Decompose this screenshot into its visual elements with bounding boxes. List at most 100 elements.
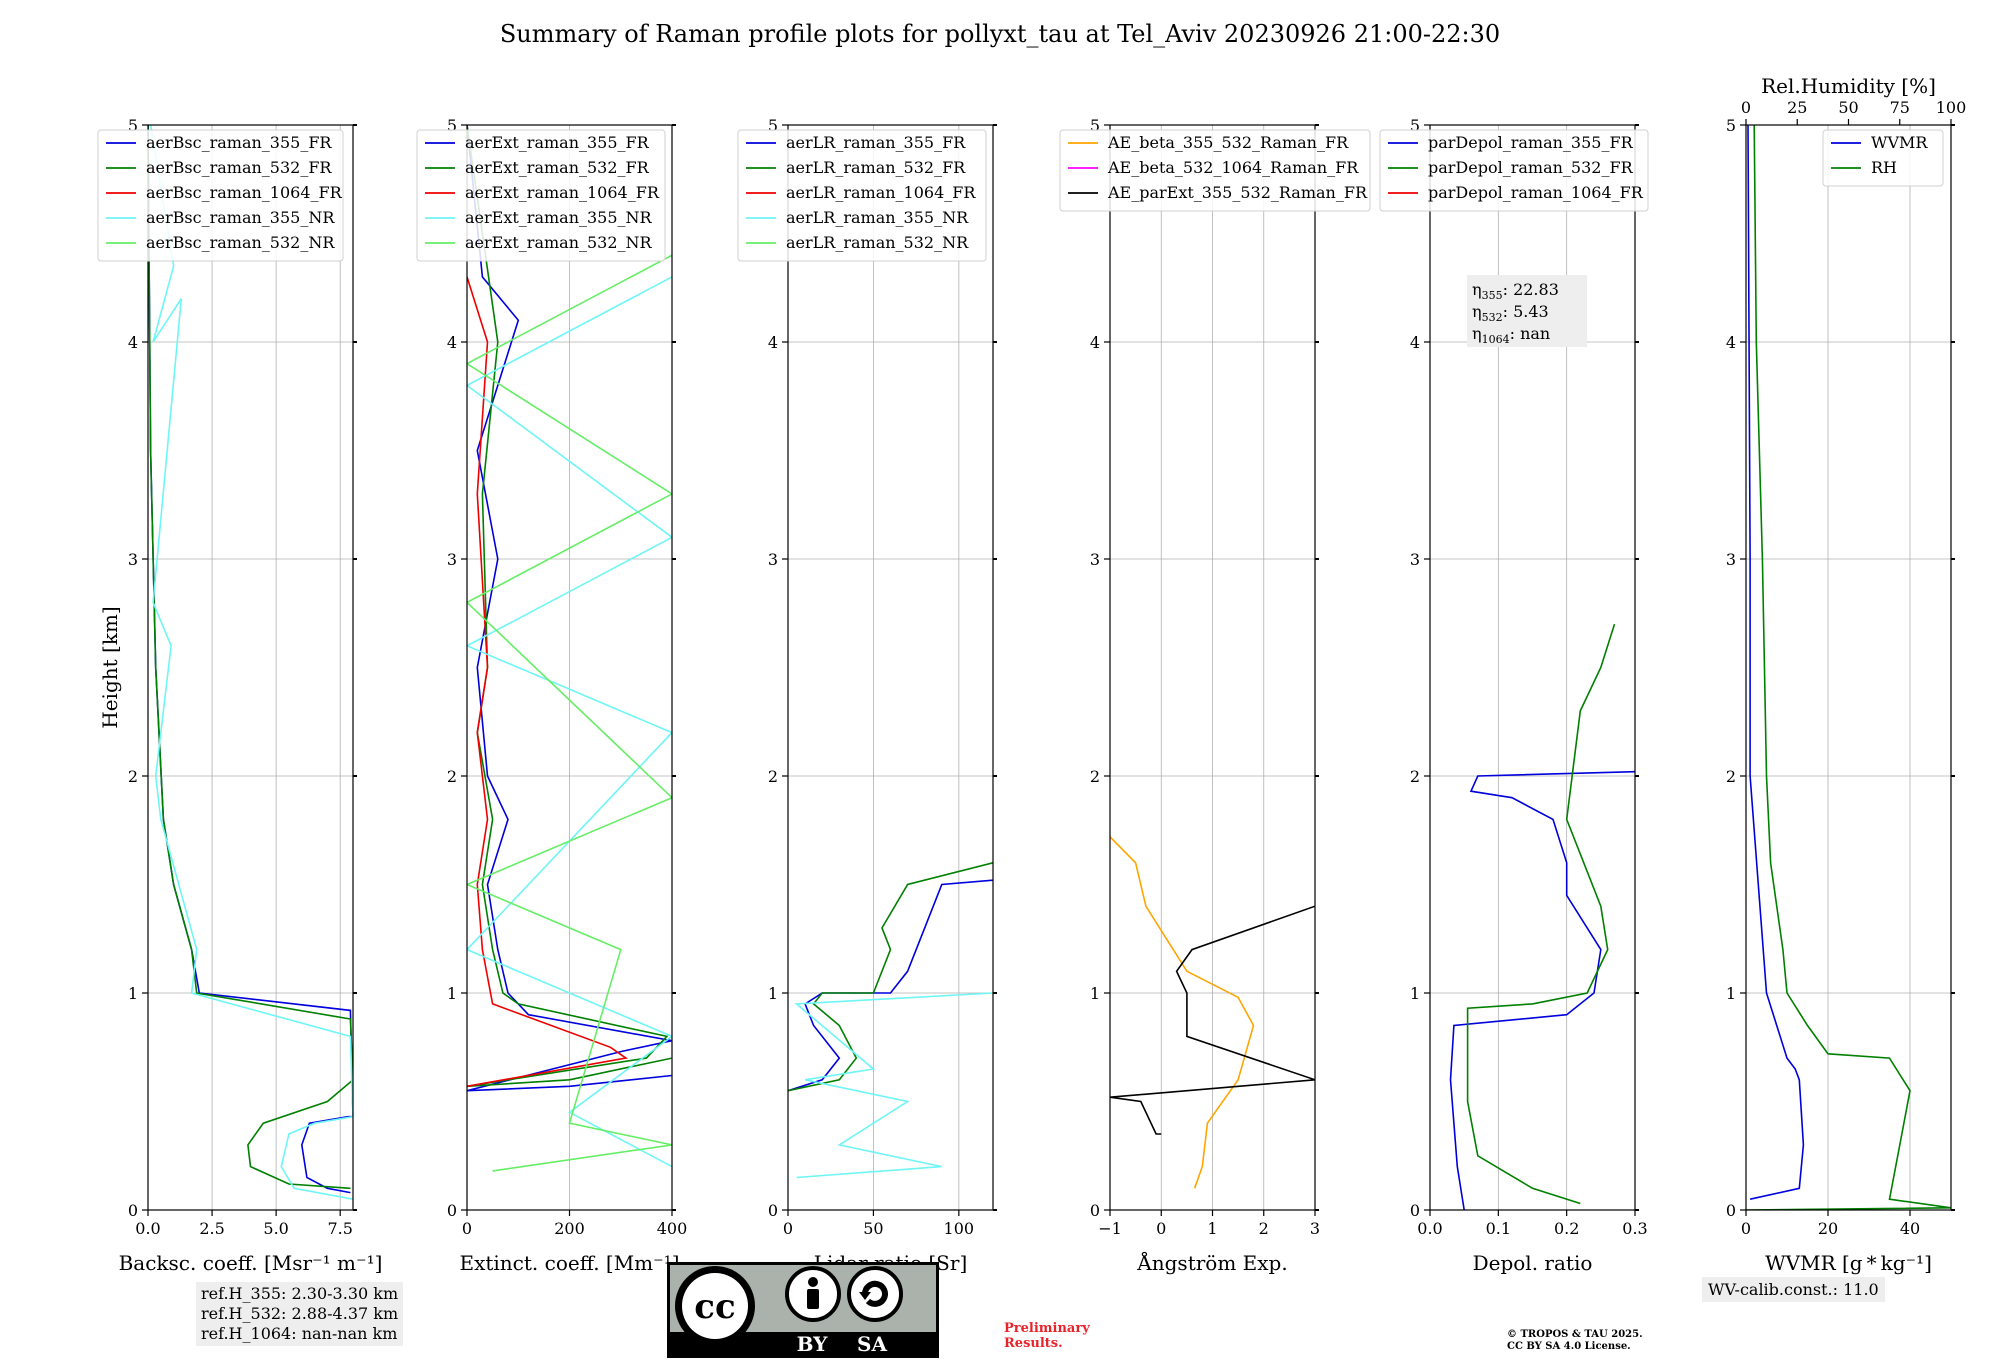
legend-box — [97, 129, 344, 262]
legend: parDepol_raman_355_FR parDepol_raman_532_… — [1379, 129, 1649, 212]
legend-box — [1059, 129, 1371, 212]
legend-entry: parDepol_raman_532_FR — [1428, 158, 1634, 177]
series-parDepol_raman_532_FR — [1466, 623, 1616, 1205]
x-tick-label: 0.1 — [1486, 1219, 1511, 1238]
legend-entry: parDepol_raman_355_FR — [1428, 133, 1634, 152]
legend-entry: aerBsc_raman_355_NR — [146, 208, 335, 227]
y-axis-label: Height [km] — [98, 606, 122, 728]
y-tick-label: 4 — [1090, 333, 1100, 352]
axes-frame — [147, 124, 354, 1211]
x-tick-label: 0.2 — [1554, 1219, 1579, 1238]
series-aerExt_raman_532_NR — [467, 254, 672, 1172]
panel-bsc: 0.0 2.5 5.0 7.5 0 1 2 3 4 5 Backsc. coeff. [Msr⁻¹ … — [97, 116, 383, 1275]
x-tick-label: 40 — [1900, 1219, 1920, 1238]
x-axis-label: Backsc. coeff. [Msr⁻¹ m⁻¹] — [119, 1251, 383, 1275]
y-tick-label: 0 — [128, 1201, 138, 1220]
axes-frame — [1745, 124, 1952, 1211]
x-tick-label: 20 — [1818, 1219, 1838, 1238]
panel-wv: 0 20 40 0 1 2 3 4 5 WVMR [g * kg⁻¹] WVMR RH 0 25 50 75 1… — [1726, 74, 1966, 1275]
x-tick-label: 0.0 — [1417, 1219, 1442, 1238]
y-tick-label: 3 — [1726, 550, 1736, 569]
panel-lr: 050100012345Lidar ratio [Sr]aerLR_raman_… — [737, 116, 997, 1275]
plot-area — [467, 125, 672, 1172]
series-aerLR_raman_355_NR — [794, 992, 993, 1179]
legend-entry: RH — [1871, 158, 1897, 177]
series-WVMR — [1747, 125, 1805, 1200]
legend-entry: aerExt_raman_355_FR — [465, 133, 650, 152]
panel-ext: 0 200 400 0 1 2 3 4 5 Extinct. coeff. [Mm⁻¹] aerEx… — [416, 116, 688, 1275]
y-tick-label: 3 — [768, 550, 778, 569]
legend-entry: WVMR — [1871, 133, 1928, 152]
legend-box — [416, 129, 666, 262]
x-axis-label: Depol. ratio — [1473, 1251, 1593, 1275]
x-tick-label: 100 — [944, 1219, 975, 1238]
legend-entry: AE_beta_355_532_Raman_FR — [1107, 133, 1349, 152]
top-axis-label: Rel.Humidity [%] — [1761, 74, 1936, 98]
plot-area — [788, 862, 993, 1179]
y-tick-label: 1 — [1726, 984, 1736, 1003]
axes-frame — [466, 124, 673, 1211]
axes-frame — [1109, 124, 1316, 1211]
x-tick-label: 0 — [783, 1219, 793, 1238]
plot-area — [1746, 125, 1951, 1210]
series-aerExt_raman_532_FR — [467, 125, 672, 1088]
y-tick-label: 1 — [768, 984, 778, 1003]
series-RH — [1746, 125, 1951, 1210]
share-alike-icon — [847, 1266, 903, 1322]
legend: aerBsc_raman_355_FR aerBsc_raman_532_FRae… — [97, 129, 344, 262]
y-tick-label: 5 — [447, 116, 457, 135]
y-tick-label: 0 — [768, 1201, 778, 1220]
x-tick-label: 0.3 — [1622, 1219, 1647, 1238]
figure-title: Summary of Raman profile plots for polly… — [499, 20, 1501, 48]
legend-box — [1822, 129, 1944, 187]
y-tick-label: 2 — [1090, 767, 1100, 786]
top-tick-label: 0 — [1741, 98, 1751, 117]
y-tick-label: 2 — [447, 767, 457, 786]
y-tick-label: 2 — [128, 767, 138, 786]
legend-entry: aerExt_raman_355_NR — [465, 208, 653, 227]
ref-355: ref.H_355: 2.30-3.30 km — [201, 1284, 399, 1303]
y-tick-label: 3 — [447, 550, 457, 569]
y-tick-label: 4 — [1410, 333, 1420, 352]
top-tick-label: 100 — [1936, 98, 1967, 117]
y-tick-label: 4 — [1726, 333, 1736, 352]
y-tick-label: 4 — [447, 333, 457, 352]
x-axis-label: Ångström Exp. — [1136, 1250, 1287, 1275]
series-aerExt_raman_1064_FR — [467, 276, 628, 1088]
legend-entry: aerExt_raman_532_FR — [465, 158, 650, 177]
y-tick-label: 0 — [1726, 1201, 1736, 1220]
x-tick-label: 400 — [657, 1219, 688, 1238]
y-tick-label: 5 — [1410, 116, 1420, 135]
plot-area — [1110, 836, 1315, 1189]
legend: WVMR RH — [1822, 129, 1944, 187]
x-tick-label: 1 — [1207, 1219, 1217, 1238]
y-tick-label: 3 — [1410, 550, 1420, 569]
y-tick-label: 5 — [1090, 116, 1100, 135]
sa-label: SA — [857, 1332, 887, 1356]
cc-by-sa-badge: cc BY SA — [667, 1262, 939, 1358]
legend-box — [1379, 129, 1649, 212]
x-tick-label: 0 — [1156, 1219, 1166, 1238]
x-tick-label: 2 — [1259, 1219, 1269, 1238]
top-tick-label: 75 — [1890, 98, 1910, 117]
legend-entry: AE_beta_532_1064_Raman_FR — [1107, 158, 1359, 177]
x-tick-label: 0 — [462, 1219, 472, 1238]
legend-entry: parDepol_raman_1064_FR — [1428, 183, 1644, 202]
legend: AE_beta_355_532_Raman_FR AE_beta_532_1064… — [1059, 129, 1371, 212]
wv-calib-box: WV-calib.const.: 11.0 — [1702, 1277, 1885, 1302]
reference-heights-box: ref.H_355: 2.30-3.30 km ref.H_532: 2.88-… — [196, 1282, 404, 1346]
y-tick-label: 2 — [1410, 767, 1420, 786]
series-aerLR_raman_532_FR — [788, 862, 993, 1092]
x-tick-label: 0.0 — [135, 1219, 160, 1238]
legend-entry: aerLR_raman_532_FR — [786, 158, 966, 177]
x-tick-label: −1 — [1098, 1219, 1122, 1238]
top-tick-label: 25 — [1787, 98, 1807, 117]
preliminary-note: Preliminary Results. — [1004, 1321, 1090, 1351]
series-aerLR_raman_355_FR — [788, 879, 993, 1092]
x-tick-label: 3 — [1310, 1219, 1320, 1238]
y-tick-label: 0 — [447, 1201, 457, 1220]
y-tick-label: 1 — [1090, 984, 1100, 1003]
